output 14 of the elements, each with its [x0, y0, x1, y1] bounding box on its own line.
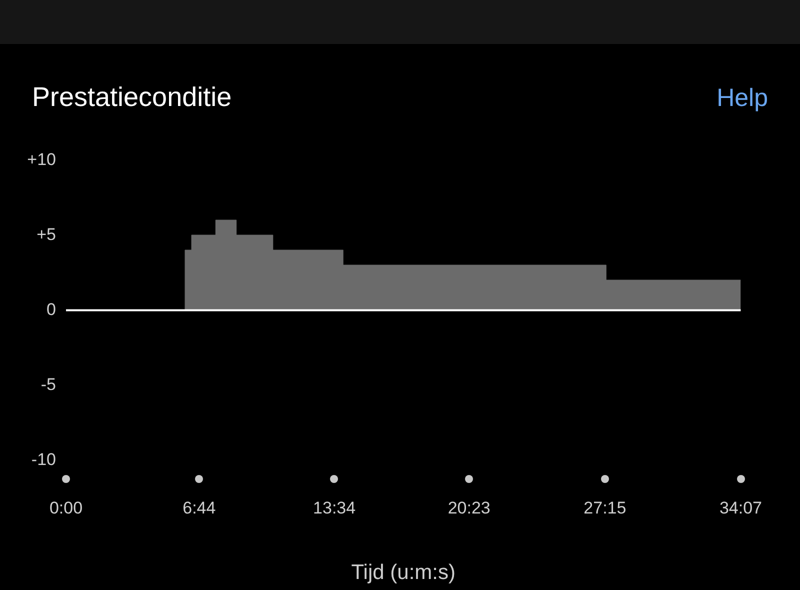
x-tick-label: 13:34 [313, 498, 356, 518]
x-tick-label: 20:23 [448, 498, 490, 518]
x-tick-label: 6:44 [182, 498, 216, 518]
y-tick-label: -5 [40, 375, 56, 394]
y-tick-label: 0 [46, 300, 56, 319]
x-tick-label: 0:00 [49, 498, 83, 518]
x-axis-title: Tijd (u:m:s) [351, 561, 456, 584]
text: Help [716, 84, 768, 113]
y-tick-label: +5 [36, 224, 56, 244]
x-tick-label: 34:07 [719, 498, 762, 518]
y-tick-label: -10 [31, 450, 56, 470]
chart-title: Prestatieconditie [32, 82, 232, 113]
x-tick-label: 27:15 [584, 498, 626, 518]
y-tick-label: +10 [27, 150, 56, 169]
